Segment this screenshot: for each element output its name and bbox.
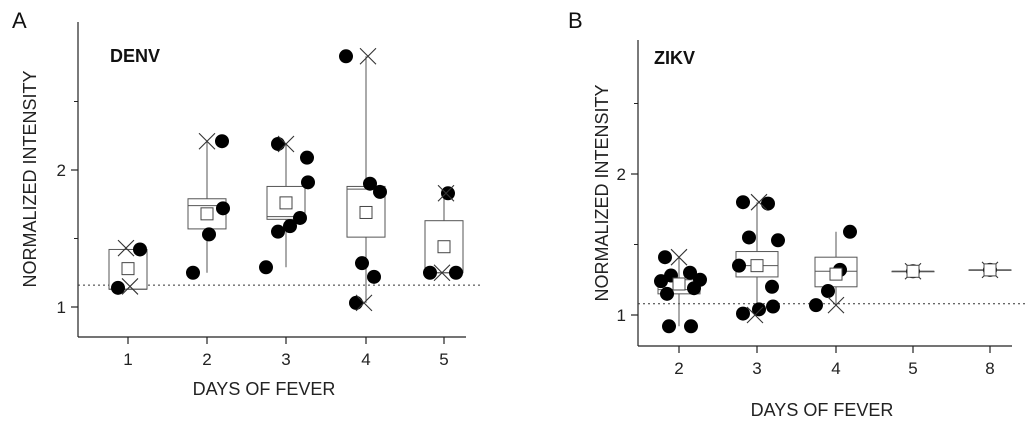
- panel-a-title: DENV: [110, 46, 160, 66]
- panel-b-data-point: [766, 299, 780, 314]
- panel-b-cross-marker: [670, 248, 688, 266]
- panel-b-y-axis-label: NORMALIZED INTENSITY: [592, 84, 612, 301]
- panel-a-data-point: [186, 265, 200, 280]
- panel-a-data-point: [449, 265, 463, 280]
- panel-b-data-point: [765, 279, 779, 294]
- panel-b-data-point: [732, 258, 746, 273]
- panel-b-title: ZIKV: [654, 48, 695, 68]
- panel-b-cross-marker: [827, 296, 845, 314]
- panel-b-mean-marker: [983, 263, 997, 277]
- panel-b-data-point: [843, 224, 857, 239]
- panel-b-xtick-label: 5: [908, 359, 917, 378]
- panel-a-ytick-label: 2: [57, 161, 66, 180]
- panel-a-data-point: [271, 224, 285, 239]
- panel-a-data-point: [349, 295, 363, 310]
- panel-a-data-point: [271, 136, 285, 151]
- panel-b-data-point: [809, 298, 823, 313]
- panel-a-data-point: [215, 134, 229, 149]
- panel-b-x-axis-label: DAYS OF FEVER: [751, 400, 894, 420]
- panel-b-data-point: [821, 284, 835, 299]
- panel-a-data-point: [202, 227, 216, 242]
- panel-a-xtick-label: 5: [439, 350, 448, 369]
- panel-b-data-point: [660, 286, 674, 301]
- panel-b-ytick-label: 2: [617, 165, 626, 184]
- panel-b-xtick-label: 8: [985, 359, 994, 378]
- panel-b-xtick-label: 2: [674, 359, 683, 378]
- panel-a-data-point: [300, 150, 314, 165]
- panel-a-data-point: [373, 184, 387, 199]
- panel-a-mean-marker: [437, 240, 451, 254]
- panel-a-data-point: [363, 176, 377, 191]
- panel-b-ytick-label: 1: [617, 306, 626, 325]
- panel-b-cross-marker: [746, 306, 764, 324]
- panel-b-mean-marker: [750, 259, 764, 273]
- panel-a-data-point: [216, 201, 230, 216]
- panel-a-mean-marker: [200, 207, 214, 221]
- panel-b-data-point: [736, 306, 750, 321]
- panel-b-cross-marker: [750, 193, 768, 211]
- panel-a-data-point: [423, 265, 437, 280]
- panel-a-xtick-label: 2: [202, 350, 211, 369]
- panel-a-data-point: [301, 175, 315, 190]
- panel-b-mean-marker: [829, 267, 843, 281]
- panel-a-data-point: [293, 210, 307, 225]
- panel-b-panel-label: B: [568, 8, 583, 33]
- panel-a-cross-marker: [355, 294, 373, 312]
- panel-a-cross-marker: [359, 47, 377, 65]
- panel-a-x-axis-label: DAYS OF FEVER: [193, 379, 336, 399]
- panel-b-mean-marker: [672, 277, 686, 291]
- panel-a-cross-marker: [121, 278, 139, 295]
- panel-a-mean-marker: [279, 196, 293, 210]
- panel-b-xtick-label: 3: [752, 359, 761, 378]
- panel-a-data-point: [111, 280, 125, 295]
- panel-a-data-point: [367, 269, 381, 284]
- panel-b-data-point: [683, 265, 697, 280]
- panel-a-data-point: [441, 186, 455, 201]
- panel-a-xtick-label: 3: [281, 350, 290, 369]
- panel-b-data-point: [742, 230, 756, 245]
- panel-a-cross-marker: [117, 239, 135, 257]
- panel-b-data-point: [771, 233, 785, 248]
- panel-a-xtick-label: 4: [361, 350, 370, 369]
- panel-a-data-point: [259, 260, 273, 275]
- panel-a-panel-label: A: [12, 8, 27, 33]
- panel-b-data-point: [693, 272, 707, 287]
- panel-a-xtick-label: 1: [123, 350, 132, 369]
- panel-a-data-point: [283, 219, 297, 234]
- panel-a-data-point: [355, 256, 369, 271]
- panel-a-cross-marker: [437, 184, 455, 202]
- panel-a-mean-marker: [121, 262, 135, 276]
- panel-b-data-point: [662, 319, 676, 334]
- panel-b-data-point: [658, 250, 672, 265]
- panel-b-mean-marker: [906, 264, 920, 278]
- panel-b-data-point: [752, 302, 766, 317]
- panel-a-data-point: [133, 242, 147, 257]
- panel-b-xtick-label: 4: [831, 359, 840, 378]
- panel-a-cross-marker: [433, 264, 451, 282]
- panel-a-y-axis-label: NORMALIZED INTENSITY: [20, 70, 40, 287]
- panel-b-data-point: [684, 319, 698, 334]
- panel-a-data-point: [339, 49, 353, 64]
- panel-a-cross-marker: [277, 135, 295, 153]
- panel-a-cross-marker: [198, 132, 216, 150]
- panel-b-data-point: [736, 195, 750, 210]
- panel-a-ytick-label: 1: [57, 298, 66, 317]
- panel-a-mean-marker: [359, 205, 373, 219]
